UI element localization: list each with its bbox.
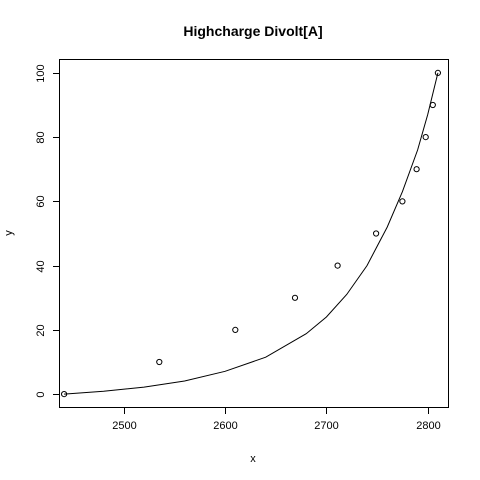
y-tick-label: 0 <box>35 391 47 397</box>
y-tick-label: 40 <box>35 260 47 272</box>
data-point <box>422 134 429 141</box>
x-tick-label: 2600 <box>213 420 237 432</box>
points-layer <box>61 69 441 398</box>
y-tick-label: 80 <box>35 131 47 143</box>
x-tick-label: 2700 <box>314 420 338 432</box>
chart-title: Highcharge Divolt[A] <box>183 23 322 39</box>
y-axis-label: y <box>3 230 15 236</box>
data-point <box>334 262 341 269</box>
x-axis-label: x <box>250 453 256 465</box>
fitted-curve-layer <box>64 72 439 395</box>
data-point <box>399 198 406 205</box>
data-point <box>413 166 420 173</box>
data-point <box>373 230 380 237</box>
data-point <box>291 294 299 301</box>
data-point <box>434 69 441 77</box>
x-axis: 2500 2600 2700 2800 <box>112 407 441 432</box>
y-tick-label: 60 <box>35 195 47 207</box>
fitted-curve <box>64 72 439 395</box>
y-tick-label: 20 <box>35 324 47 336</box>
x-tick-label: 2800 <box>416 420 440 432</box>
x-tick-label: 2500 <box>112 420 136 432</box>
y-tick-label: 100 <box>35 64 47 82</box>
data-point <box>429 101 436 109</box>
data-point <box>61 391 68 398</box>
data-point <box>232 326 239 333</box>
data-point <box>156 358 163 366</box>
y-axis: 0 20 40 60 80 100 <box>35 64 60 398</box>
